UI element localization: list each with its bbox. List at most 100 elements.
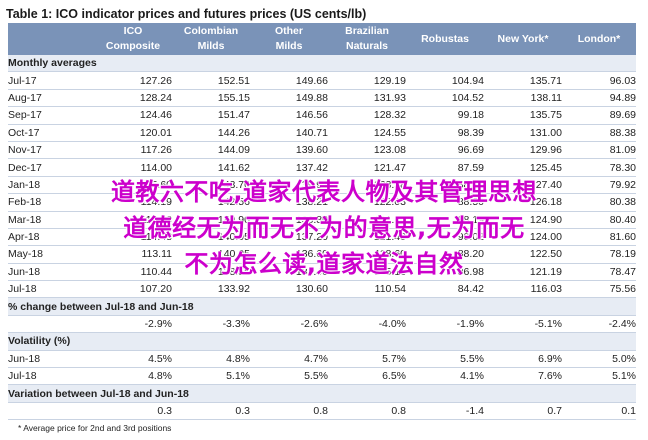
table-row: Nov-17 117.26 144.09 139.60 123.08 96.69 129.9… [8, 141, 636, 160]
row-label: Apr-18 [8, 228, 94, 247]
table-cell: 123.08 [328, 141, 406, 160]
table-cell: 115.60 [94, 176, 172, 195]
row-label [8, 315, 94, 334]
table-cell: 104.52 [406, 89, 484, 108]
table-cell: -2.6% [250, 315, 328, 334]
table-cell: 0.3 [172, 402, 250, 421]
table-cell: 137.20 [250, 228, 328, 247]
table-cell: 121.47 [328, 158, 406, 177]
table-cell: -2.9% [94, 315, 172, 334]
table-cell: 138.21 [250, 193, 328, 212]
table-cell: 128.24 [94, 89, 172, 108]
table-cell: 143.70 [172, 176, 250, 195]
row-label: Nov-17 [8, 141, 94, 160]
table-cell: 152.51 [172, 71, 250, 90]
section-header-row: Variation between Jul-18 and Jun-18 [8, 384, 636, 403]
table-cell: -2.4% [562, 315, 636, 334]
row-label: May-18 [8, 245, 94, 264]
table-cell: 0.3 [94, 402, 172, 421]
table-body: Monthly averages Jul-17 127.26 152.51 149.66… [8, 55, 636, 437]
column-header: Other Milds [250, 23, 328, 55]
table-row: Jul-18 107.20 133.92 130.60 110.54 84.42 116.0… [8, 280, 636, 299]
table-row: May-18 113.11 140.05 136.60 118.60 88.20 122.5… [8, 245, 636, 264]
table-cell: 86.98 [406, 263, 484, 282]
table-cell: 78.19 [562, 245, 636, 264]
table-cell: 88.50 [406, 193, 484, 212]
table-cell: 124.00 [484, 228, 562, 247]
table-cell: 7.6% [484, 367, 562, 386]
table-cell: 149.88 [250, 89, 328, 108]
table-cell: 88.19 [406, 211, 484, 229]
table-cell: 140.05 [172, 245, 250, 264]
table-cell: 140.71 [250, 124, 328, 142]
table-cell: 110.44 [94, 263, 172, 282]
table-cell: 118.60 [328, 245, 406, 264]
column-header: Robustas [406, 23, 484, 55]
table-cell: 87.59 [406, 158, 484, 177]
table-cell: -4.0% [328, 315, 406, 334]
table-cell: 4.8% [94, 367, 172, 386]
table-cell: 75.56 [562, 280, 636, 299]
table-row: Jun-18 110.44 138.55 134.40 115.13 86.98 121.1… [8, 263, 636, 282]
table-cell: 6.5% [328, 367, 406, 386]
table-cell: 110.54 [328, 280, 406, 299]
table-cell: 127.26 [94, 71, 172, 90]
table-cell: 0.8 [250, 402, 328, 421]
table-cell: 136.60 [250, 245, 328, 264]
table-cell: 80.38 [562, 193, 636, 212]
table-cell: 151.47 [172, 106, 250, 125]
row-label: Feb-18 [8, 193, 94, 212]
table-cell: 138.55 [172, 263, 250, 282]
table-header: ICO Composite Colombian Milds Other Milds B… [8, 23, 636, 55]
row-label: Jun-18 [8, 350, 94, 369]
table-cell: 88.25 [406, 176, 484, 195]
table-row: Jul-17 127.26 152.51 149.66 129.19 104.94 135.… [8, 71, 636, 90]
table-cell: 78.30 [562, 158, 636, 177]
table-cell: 133.92 [172, 280, 250, 299]
table-cell: 5.1% [562, 367, 636, 386]
table-cell: -1.9% [406, 315, 484, 334]
table-cell: 129.19 [328, 71, 406, 90]
table-cell: 124.90 [484, 211, 562, 229]
table-row: Dec-17 114.00 141.62 137.42 121.47 87.59 125.4… [8, 158, 636, 177]
table-cell: 113.11 [94, 245, 172, 264]
overlay-text-line: 道德经无为而无不为的意思,无为而无 [123, 214, 525, 242]
table-cell: 96.03 [562, 71, 636, 90]
table-cell: 114.48 [94, 228, 172, 247]
table-cell: 137.42 [250, 158, 328, 177]
row-label: Jul-18 [8, 280, 94, 299]
table-cell: 131.00 [484, 124, 562, 142]
section-title: Variation between Jul-18 and Jun-18 [8, 384, 636, 403]
table-cell: 88.38 [562, 124, 636, 142]
table-cell: 121.40 [328, 228, 406, 247]
table-cell: 89.69 [562, 106, 636, 125]
row-label: Sep-17 [8, 106, 94, 125]
row-label: Jul-18 [8, 367, 94, 386]
table-cell: 144.26 [172, 124, 250, 142]
table-cell: 0.8 [328, 402, 406, 421]
table-cell: 113.30 [94, 211, 172, 229]
table-cell: 124.46 [94, 106, 172, 125]
column-header: New York* [484, 23, 562, 55]
table-cell: 84.42 [406, 280, 484, 299]
table-cell: 88.20 [406, 245, 484, 264]
table-cell: 0.7 [484, 402, 562, 421]
table-row: 0.3 0.3 0.8 0.8 -1.4 0.7 0.1 [8, 402, 636, 421]
section-title: % change between Jul-18 and Jun-18 [8, 297, 636, 316]
table-cell: 140.95 [172, 228, 250, 247]
table-row: Feb-18 114.19 142.56 138.21 122.03 88.50 126.1… [8, 193, 636, 212]
table-cell: 138.11 [484, 89, 562, 108]
table-cell: 80.40 [562, 211, 636, 229]
table-cell: 135.71 [484, 71, 562, 90]
table-cell: 5.7% [328, 350, 406, 369]
row-label: Mar-18 [8, 211, 94, 229]
table-row: Jun-18 4.5% 4.8% 4.7% 5.7% 5.5% 6.9% 5.0% [8, 350, 636, 369]
table-cell: 104.94 [406, 71, 484, 90]
table-cell: 5.0% [562, 350, 636, 369]
table-cell: 90.02 [406, 228, 484, 247]
table-cell: 5.1% [172, 367, 250, 386]
table-cell: 94.89 [562, 89, 636, 108]
header-corner [8, 23, 94, 55]
table-cell: 98.39 [406, 124, 484, 142]
table-cell: 4.7% [250, 350, 328, 369]
